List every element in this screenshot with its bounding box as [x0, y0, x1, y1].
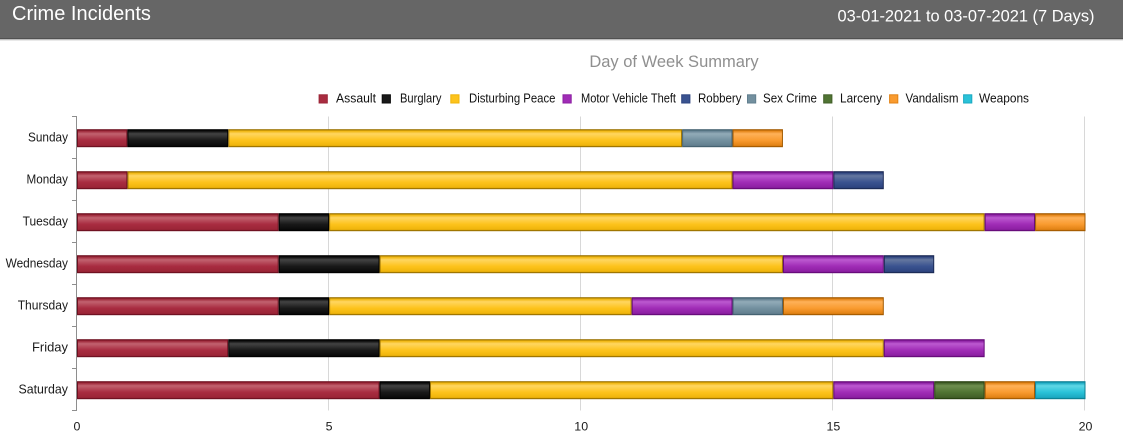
svg-text:Larceny: Larceny: [840, 91, 882, 106]
svg-text:20: 20: [1079, 420, 1093, 434]
svg-text:Burglary: Burglary: [400, 91, 442, 106]
svg-text:Weapons: Weapons: [979, 91, 1029, 106]
svg-text:Saturday: Saturday: [19, 381, 69, 396]
svg-text:Assault: Assault: [336, 91, 376, 106]
svg-text:Sex Crime: Sex Crime: [763, 91, 817, 106]
svg-text:Friday: Friday: [32, 339, 68, 354]
svg-text:Vandalism: Vandalism: [906, 91, 959, 106]
svg-text:5: 5: [326, 420, 333, 434]
svg-text:03-01-2021 to 03-07-2021 (7 Da: 03-01-2021 to 03-07-2021 (7 Days): [838, 8, 1095, 26]
svg-text:Wednesday: Wednesday: [6, 255, 69, 270]
svg-text:Motor Vehicle Theft: Motor Vehicle Theft: [581, 91, 676, 106]
svg-text:Thursday: Thursday: [18, 297, 69, 312]
svg-text:Sunday: Sunday: [28, 129, 68, 144]
svg-text:10: 10: [574, 420, 588, 434]
svg-text:Monday: Monday: [27, 171, 69, 186]
svg-text:Crime Incidents: Crime Incidents: [12, 3, 151, 25]
svg-text:Tuesday: Tuesday: [23, 213, 69, 228]
svg-text:Day of Week Summary: Day of Week Summary: [589, 53, 759, 71]
svg-text:Robbery: Robbery: [698, 91, 742, 106]
svg-text:0: 0: [74, 420, 81, 434]
svg-text:15: 15: [827, 420, 841, 434]
svg-text:Disturbing Peace: Disturbing Peace: [469, 91, 556, 106]
